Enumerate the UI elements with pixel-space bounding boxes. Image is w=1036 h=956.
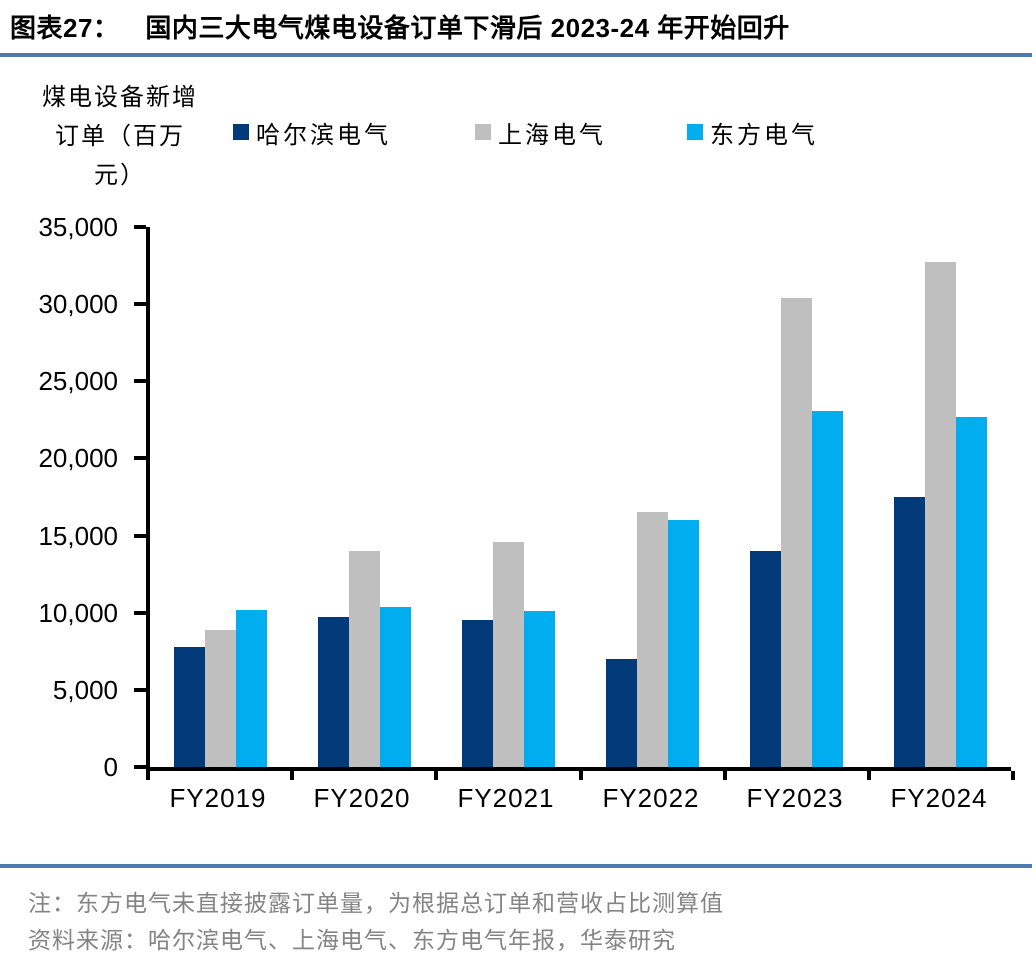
bar-上海电气-FY2021 — [493, 542, 524, 767]
legend-item-东方电气: 东方电气 — [687, 118, 818, 149]
x-axis-tick — [290, 771, 294, 780]
bar-东方电气-FY2022 — [668, 520, 699, 767]
x-axis-tick — [723, 771, 727, 780]
chart-source: 资料来源：哈尔滨电气、上海电气、东方电气年报，华泰研究 — [28, 927, 676, 953]
footer-divider — [0, 864, 1032, 868]
bar-上海电气-FY2020 — [349, 551, 380, 767]
chart-note: 注：东方电气未直接披露订单量，为根据总订单和营收占比测算值 — [28, 890, 724, 916]
y-axis-tick — [134, 534, 146, 538]
x-axis-category-label: FY2024 — [890, 783, 988, 813]
y-axis-unit-line: 元） — [94, 162, 146, 189]
y-axis-tick — [134, 765, 146, 769]
legend-label: 东方电气 — [710, 121, 818, 149]
y-axis-tick-label: 15,000 — [38, 521, 118, 551]
y-axis-unit-line: 煤电设备新增 — [42, 84, 198, 111]
legend-swatch-icon — [475, 124, 491, 140]
x-axis-category-label: FY2019 — [169, 783, 267, 813]
y-axis-unit-label: 煤电设备新增 订单（百万 元） — [22, 78, 218, 195]
x-axis-category-label: FY2021 — [457, 783, 555, 813]
y-axis-tick — [134, 302, 146, 306]
x-axis-tick — [146, 771, 150, 780]
y-axis-tick — [134, 379, 146, 383]
bar-东方电气-FY2023 — [812, 411, 843, 767]
y-axis-tick — [134, 225, 146, 229]
bar-东方电气-FY2024 — [956, 417, 987, 767]
x-axis-category-label: FY2020 — [313, 783, 411, 813]
y-axis-tick-label: 10,000 — [38, 598, 118, 628]
bar-哈尔滨电气-FY2020 — [318, 617, 349, 767]
y-axis-unit-line: 订单（百万 — [55, 123, 185, 150]
bar-哈尔滨电气-FY2023 — [750, 551, 781, 767]
x-axis-category-label: FY2022 — [602, 783, 700, 813]
legend-label: 哈尔滨电气 — [256, 121, 391, 149]
x-axis-tick — [1011, 771, 1015, 780]
y-axis-tick-label: 30,000 — [38, 289, 118, 319]
page-title: 图表27： 国内三大电气煤电设备订单下滑后 2023-24 年开始回升 — [10, 8, 1020, 45]
x-axis-tick — [867, 771, 871, 780]
bar-东方电气-FY2019 — [236, 610, 267, 767]
y-axis-tick — [134, 688, 146, 692]
x-axis-category-label: FY2023 — [746, 783, 844, 813]
x-axis-line — [146, 767, 1011, 771]
x-axis-tick — [579, 771, 583, 780]
legend-label: 上海电气 — [498, 121, 606, 149]
bar-东方电气-FY2020 — [380, 607, 411, 767]
y-axis-line — [146, 227, 150, 771]
bar-哈尔滨电气-FY2024 — [894, 497, 925, 767]
y-axis-tick-label: 5,000 — [52, 675, 118, 705]
x-axis-tick — [434, 771, 438, 780]
figure-number-label: 图表27： — [10, 13, 120, 43]
y-axis-tick-label: 35,000 — [38, 212, 118, 242]
y-axis-tick — [134, 611, 146, 615]
y-axis-tick-label: 20,000 — [38, 443, 118, 473]
figure-title-text: 国内三大电气煤电设备订单下滑后 2023-24 年开始回升 — [145, 13, 790, 43]
legend-item-哈尔滨电气: 哈尔滨电气 — [233, 118, 391, 149]
bar-哈尔滨电气-FY2022 — [606, 659, 637, 767]
y-axis-tick-label: 0 — [103, 752, 118, 782]
title-divider — [0, 53, 1032, 57]
bar-上海电气-FY2024 — [925, 262, 956, 767]
legend-item-上海电气: 上海电气 — [475, 118, 606, 149]
legend-swatch-icon — [233, 124, 249, 140]
bar-东方电气-FY2021 — [524, 611, 555, 767]
y-axis-tick-label: 25,000 — [38, 366, 118, 396]
bar-上海电气-FY2019 — [205, 630, 236, 767]
bar-上海电气-FY2022 — [637, 512, 668, 767]
bar-上海电气-FY2023 — [781, 298, 812, 767]
bar-哈尔滨电气-FY2019 — [174, 647, 205, 767]
bar-哈尔滨电气-FY2021 — [462, 620, 493, 767]
legend-swatch-icon — [687, 124, 703, 140]
y-axis-tick — [134, 456, 146, 460]
